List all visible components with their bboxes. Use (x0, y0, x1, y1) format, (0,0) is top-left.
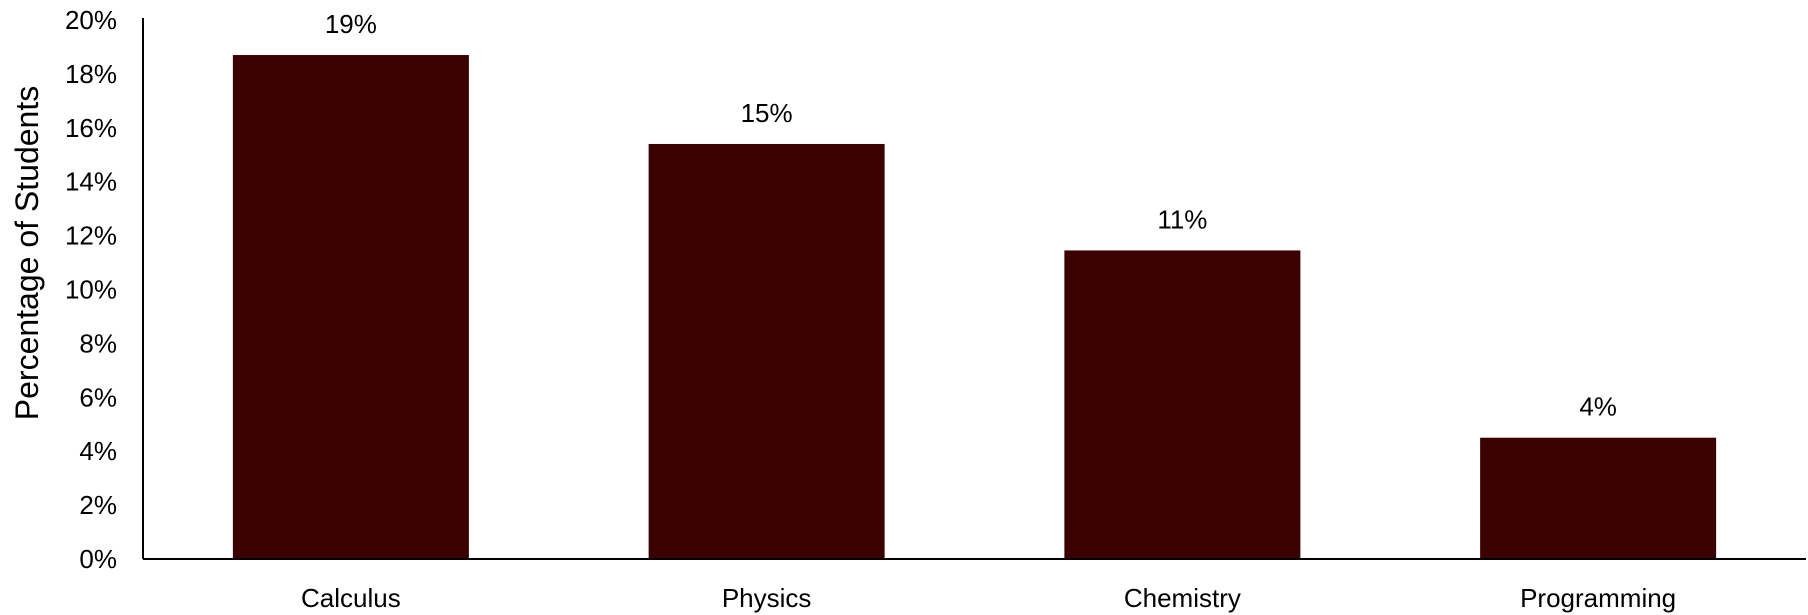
y-tick-label: 12% (65, 221, 117, 251)
y-tick-label: 2% (79, 490, 117, 520)
bar-value-label: 4% (1579, 392, 1617, 422)
x-category-label: Programming (1520, 583, 1676, 613)
y-tick-label: 14% (65, 167, 117, 197)
bar-value-label: 15% (741, 98, 793, 128)
x-axis-labels: Calculus Physics Chemistry Programming (301, 583, 1676, 613)
bar (1064, 250, 1301, 560)
bars (232, 55, 1717, 560)
y-tick-label: 6% (79, 382, 117, 412)
x-category-label: Calculus (301, 583, 401, 613)
y-tick-label: 16% (65, 113, 117, 143)
y-axis-ticks: 0% 2% 4% 6% 8% 10% 12% 14% 16% 18% 20% (65, 5, 117, 574)
data-labels: 19% 15% 11% 4% (325, 9, 1617, 422)
bar-value-label: 19% (325, 9, 377, 39)
y-tick-label: 20% (65, 5, 117, 35)
bar (1480, 437, 1717, 559)
x-category-label: Physics (722, 583, 812, 613)
y-tick-label: 4% (79, 436, 117, 466)
bar (648, 143, 885, 559)
x-category-label: Chemistry (1124, 583, 1241, 613)
bar (232, 55, 469, 559)
y-axis-title: Percentage of Students (9, 86, 45, 420)
y-tick-label: 10% (65, 275, 117, 305)
bar-value-label: 11% (1157, 204, 1207, 234)
y-tick-label: 8% (79, 328, 117, 358)
y-tick-label: 0% (79, 544, 117, 574)
y-tick-label: 18% (65, 59, 117, 89)
